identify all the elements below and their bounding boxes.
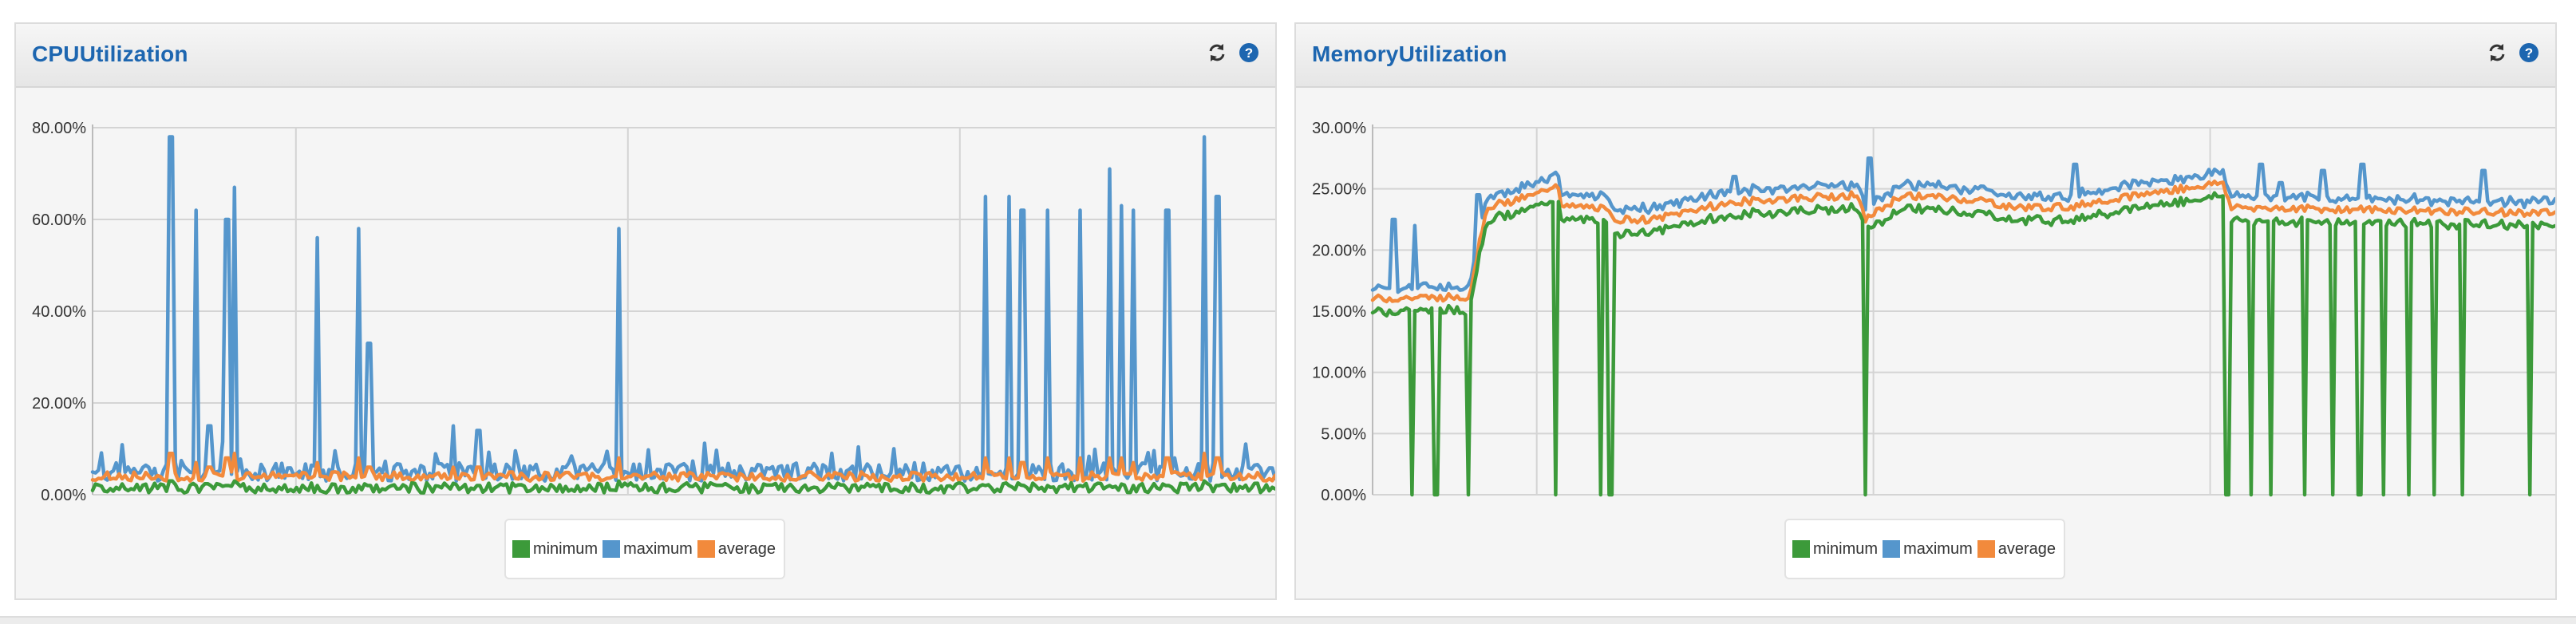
series-line-average <box>90 452 1275 483</box>
memory-utilization-chart: 0.00% 5.00% 10.00% 15.00% 20.00% 25.00% 30.00%… <box>1312 120 2555 504</box>
legend-label: minimum <box>532 539 599 558</box>
legend-swatch-maximum <box>603 540 621 558</box>
y-tick-label: 0.00% <box>41 487 86 504</box>
series-line-minimum <box>90 479 1275 495</box>
panel-title: MemoryUtilization <box>1312 41 1507 66</box>
y-tick-label: 30.00% <box>1312 120 1366 137</box>
series-line-average <box>1370 179 2555 304</box>
bottom-divider <box>0 616 2576 624</box>
y-tick-label: 20.00% <box>1312 242 1366 259</box>
legend-item-minimum[interactable]: minimum <box>1792 540 1878 559</box>
legend-swatch-minimum <box>512 540 530 558</box>
refresh-icon[interactable] <box>1205 41 1229 65</box>
help-icon[interactable]: ? <box>2517 41 2541 65</box>
y-tick-label: 15.00% <box>1312 303 1366 321</box>
series-line-maximum <box>90 135 1275 483</box>
chart-legend: minimum maximum average <box>1784 519 2065 579</box>
legend-swatch-maximum <box>1883 540 1901 558</box>
legend-label: maximum <box>1903 539 1973 558</box>
y-tick-label: 40.00% <box>32 303 86 321</box>
legend-item-average[interactable]: average <box>697 540 776 559</box>
svg-text:?: ? <box>2525 45 2533 61</box>
legend-label: average <box>717 539 776 558</box>
legend-item-maximum[interactable]: maximum <box>1883 540 1973 559</box>
help-icon[interactable]: ? <box>1237 41 1261 65</box>
panel-header: MemoryUtilization ? <box>1296 24 2555 88</box>
legend-item-minimum[interactable]: minimum <box>512 540 598 559</box>
legend-swatch-average <box>1977 540 1995 558</box>
legend-item-average[interactable]: average <box>1977 540 2056 559</box>
cpu-utilization-panel: CPUUtilization ? 0.00% 20.00% 40.00% 60.00%… <box>14 22 1277 600</box>
series-line-minimum <box>1370 191 2555 497</box>
svg-text:?: ? <box>1245 45 1253 61</box>
refresh-icon[interactable] <box>2485 41 2509 65</box>
legend-label: average <box>1997 539 2056 558</box>
y-tick-label: 0.00% <box>1321 487 1366 504</box>
legend-item-maximum[interactable]: maximum <box>603 540 693 559</box>
y-tick-label: 20.00% <box>32 395 86 413</box>
memory-utilization-panel: MemoryUtilization ? 0.00% 5.00% 10.00% 15.0… <box>1294 22 2557 600</box>
legend-label: minimum <box>1812 539 1879 558</box>
panel-title: CPUUtilization <box>32 41 188 66</box>
y-tick-label: 80.00% <box>32 120 86 137</box>
series-line-maximum <box>1370 156 2555 294</box>
legend-swatch-minimum <box>1792 540 1810 558</box>
y-tick-label: 10.00% <box>1312 365 1366 382</box>
cpu-utilization-chart: 0.00%20.00%40.00%60.00%80.00%00:0008:001… <box>32 120 1275 504</box>
y-tick-label: 5.00% <box>1321 425 1366 443</box>
legend-label: maximum <box>623 539 693 558</box>
legend-swatch-average <box>697 540 715 558</box>
y-tick-label: 25.00% <box>1312 181 1366 199</box>
y-tick-label: 60.00% <box>32 211 86 229</box>
chart-legend: minimum maximum average <box>504 519 785 579</box>
panel-header: CPUUtilization ? <box>16 24 1275 88</box>
